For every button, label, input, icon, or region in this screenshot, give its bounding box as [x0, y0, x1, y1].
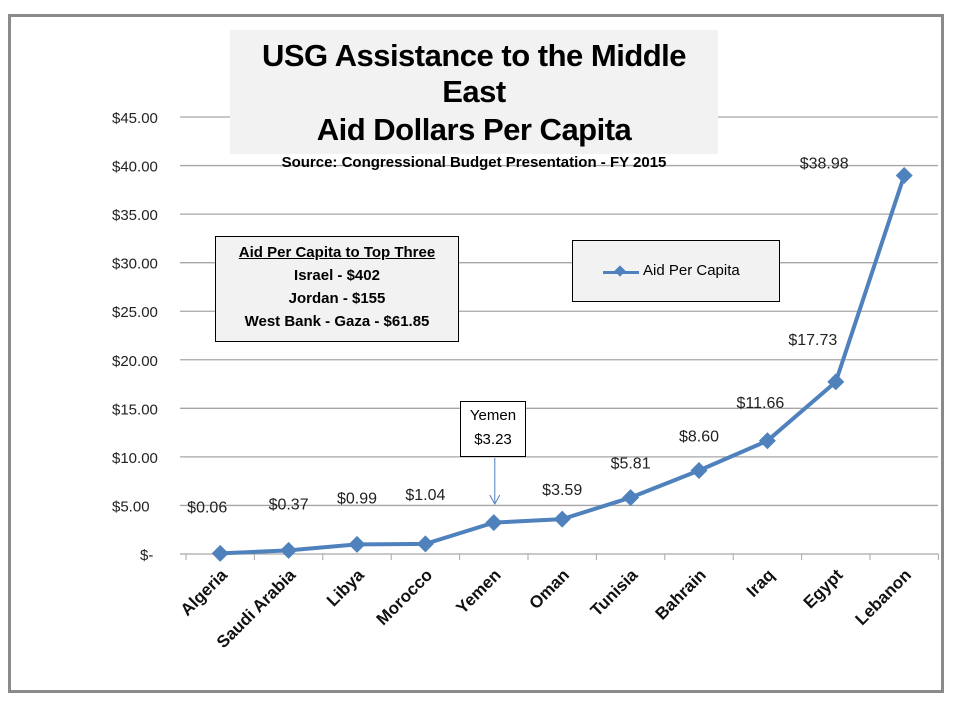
legend-diamond-marker	[614, 265, 626, 277]
y-tick-label: $5.00	[112, 498, 150, 515]
data-label: $8.60	[679, 428, 719, 445]
y-tick-label: $40.00	[112, 159, 158, 176]
legend-label: Aid Per Capita	[643, 262, 740, 279]
y-tick-label: $35.00	[112, 207, 158, 224]
top-three-box: Aid Per Capita to Top Three Israel - $40…	[215, 236, 459, 342]
yemen-callout-name: Yemen	[469, 407, 517, 424]
top-three-item: Israel - $402	[294, 267, 380, 284]
yemen-callout: Yemen $3.23	[460, 401, 526, 457]
x-category-label: Lebanon	[851, 565, 915, 629]
data-point	[758, 432, 776, 450]
y-tick-label: $25.00	[112, 304, 158, 321]
x-category-label: Egypt	[800, 565, 847, 612]
x-category-label: Yemen	[452, 565, 504, 617]
data-point	[827, 373, 845, 391]
data-label: $1.04	[405, 487, 445, 504]
top-three-item: Jordan - $155	[288, 290, 386, 307]
data-point	[485, 514, 503, 532]
data-label: $17.73	[788, 332, 837, 349]
y-tick-label: $15.00	[112, 401, 158, 418]
y-tick-label: $30.00	[112, 256, 158, 273]
data-point	[553, 510, 571, 528]
data-point	[690, 461, 708, 479]
x-category-label: Bahrain	[652, 565, 710, 623]
y-tick-label: $45.00	[112, 110, 158, 127]
data-label: $3.59	[542, 482, 582, 499]
callout-arrowhead	[489, 494, 501, 506]
data-label: $0.06	[187, 499, 227, 516]
data-label: $38.98	[800, 155, 849, 172]
chart-source: Source: Congressional Budget Presentatio…	[281, 154, 667, 171]
data-point	[622, 489, 640, 507]
data-label: $5.81	[611, 456, 651, 473]
data-label: $0.99	[337, 490, 377, 507]
data-point	[895, 166, 913, 184]
x-category-label: Libya	[323, 565, 368, 610]
chart-title: USG Assistance to the Middle East	[261, 38, 687, 109]
x-category-label: Iraq	[743, 565, 778, 600]
x-category-label: Algeria	[177, 565, 232, 620]
top-three-title: Aid Per Capita to Top Three	[238, 244, 436, 261]
y-tick-label: $-	[140, 547, 153, 564]
data-point	[348, 535, 366, 553]
data-point	[211, 544, 229, 562]
data-label: $0.37	[269, 496, 309, 513]
data-label: $11.66	[737, 395, 785, 412]
data-point	[416, 535, 434, 553]
legend: Aid Per Capita	[572, 240, 780, 302]
chart-title-box: USG Assistance to the Middle East Aid Do…	[230, 30, 718, 171]
data-point	[280, 541, 298, 559]
y-tick-label: $20.00	[112, 353, 158, 370]
chart-subtitle: Aid Dollars Per Capita	[316, 112, 632, 147]
yemen-callout-value: $3.23	[474, 431, 512, 448]
x-category-label: Morocco	[373, 565, 437, 629]
chart-frame	[8, 14, 944, 693]
top-three-item: West Bank - Gaza - $61.85	[244, 313, 430, 330]
x-category-label: Tunisia	[587, 565, 642, 620]
y-tick-label: $10.00	[112, 450, 158, 467]
x-category-label: Oman	[526, 565, 574, 613]
